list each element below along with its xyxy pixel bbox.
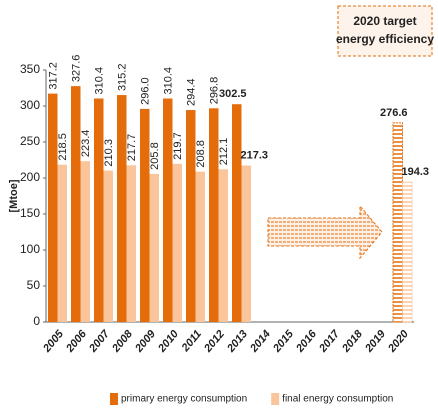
y-tick-label: 300 [20,98,40,112]
y-tick-label: 200 [20,170,40,184]
bar [209,108,219,322]
value-label: 317.2 [48,62,60,90]
x-tick-label: 2008 [109,327,135,355]
value-label: 212.1 [218,138,230,166]
bar [149,173,159,322]
value-label: 296.8 [209,77,221,105]
value-label: 296.0 [140,77,152,105]
bar [57,164,67,322]
annotation: 2020 target [353,14,416,28]
value-label: 310.4 [94,67,106,95]
value-label: 208.8 [195,140,207,168]
value-label: 327.6 [71,55,83,83]
x-tick-label: 2016 [293,327,319,355]
x-tick-label: 2009 [132,327,158,355]
bar [172,163,182,322]
y-tick-label: 250 [20,134,40,148]
bar [186,110,196,322]
bar [48,93,58,322]
x-tick-label: 2012 [201,328,227,355]
annotation-box [337,5,433,57]
bar [163,98,173,323]
value-label: 310.4 [163,67,175,95]
value-label: 210.3 [103,139,115,167]
bar [126,165,136,322]
value-label: 219.7 [172,132,184,160]
x-tick-label: 2020 [385,327,411,355]
bar [195,171,205,322]
value-label: 217.3 [240,149,268,161]
bar [392,122,403,323]
x-tick-label: 2018 [339,327,365,355]
y-tick-label: 150 [20,206,40,220]
y-tick-label: 50 [27,278,41,292]
bar [117,95,127,322]
legend-label: final energy consumption [282,394,393,405]
x-tick-label: 2011 [179,328,204,355]
y-tick-label: 350 [20,62,40,76]
annotation: energy efficiency [336,32,434,46]
legend-swatch [271,393,280,405]
bar [140,108,150,322]
value-label: 217.7 [126,134,138,162]
bar [80,161,90,322]
value-label: 302.5 [219,88,247,100]
x-tick-label: 2014 [247,328,273,355]
x-tick-label: 2019 [362,327,388,355]
x-tick-label: 2010 [155,327,181,355]
x-tick-label: 2005 [40,327,66,355]
value-label: 276.6 [380,107,408,119]
arrow [267,204,383,260]
x-tick-label: 2017 [316,327,342,355]
bar [402,181,413,323]
x-tick-label: 2007 [86,327,112,355]
bar [71,86,81,323]
value-label: 315.2 [117,64,129,92]
y-tick-label: 0 [33,314,40,328]
legend-swatch [110,393,118,405]
value-label: 205.8 [149,142,161,170]
value-label: 218.5 [57,133,69,161]
legend-label: primary energy consumption [121,394,247,405]
value-label: 223.4 [80,130,92,158]
bar [218,169,228,322]
value-label: 294.4 [186,79,198,107]
bar [232,104,242,322]
value-label: 194.3 [401,166,429,178]
y-tick-label: 100 [20,242,40,256]
bar [94,98,104,323]
x-tick-label: 2013 [224,328,250,355]
x-tick-label: 2006 [63,327,89,355]
y-axis-label: [Mtoe] [8,179,20,212]
bar [103,170,113,322]
x-tick-label: 2015 [270,327,296,355]
bar [241,165,251,322]
